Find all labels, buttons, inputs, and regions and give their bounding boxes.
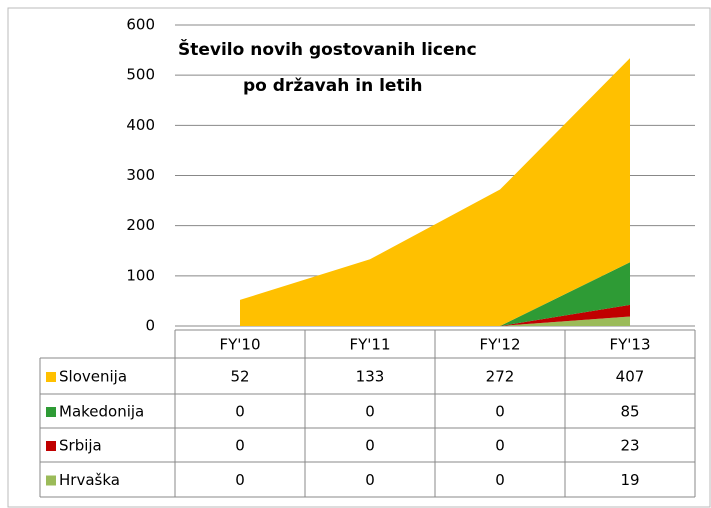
x-tick-label: FY'11 (349, 336, 390, 354)
legend-swatch (46, 441, 56, 451)
legend-swatch (46, 475, 56, 486)
table-value: 0 (495, 471, 505, 489)
legend-label: Slovenija (59, 368, 127, 386)
y-tick-label: 300 (126, 166, 155, 184)
table-value: 272 (486, 368, 515, 386)
y-tick-label: 400 (126, 116, 155, 134)
legend-label: Srbija (59, 437, 102, 455)
y-tick-label: 500 (126, 66, 155, 84)
table-value: 0 (235, 437, 245, 455)
legend-label: Hrvaška (59, 471, 120, 489)
x-tick-label: FY'12 (479, 336, 520, 354)
table-value: 133 (356, 368, 385, 386)
x-tick-label: FY'10 (219, 336, 260, 354)
y-tick-label: 600 (126, 16, 155, 34)
area (240, 58, 630, 327)
x-tick-label: FY'13 (609, 336, 650, 354)
table-value: 0 (495, 437, 505, 455)
y-tick-label: 100 (126, 266, 155, 284)
y-tick-label: 0 (145, 317, 155, 335)
table-value: 52 (230, 368, 249, 386)
legend-swatch (46, 372, 56, 382)
chart-title: Število novih gostovanih licenc (178, 38, 477, 60)
table-value: 0 (365, 471, 375, 489)
table-value: 23 (620, 437, 639, 455)
table-value: 407 (616, 368, 645, 386)
y-tick-label: 200 (126, 216, 155, 234)
table-value: 0 (235, 403, 245, 421)
chart-title: po državah in letih (243, 76, 423, 96)
legend-swatch (46, 407, 56, 417)
table-value: 19 (620, 471, 639, 489)
table-value: 0 (495, 403, 505, 421)
table-value: 0 (235, 471, 245, 489)
table-value: 0 (365, 403, 375, 421)
table-value: 85 (620, 403, 639, 421)
legend-label: Makedonija (59, 403, 144, 421)
table-value: 0 (365, 437, 375, 455)
area (240, 316, 630, 326)
